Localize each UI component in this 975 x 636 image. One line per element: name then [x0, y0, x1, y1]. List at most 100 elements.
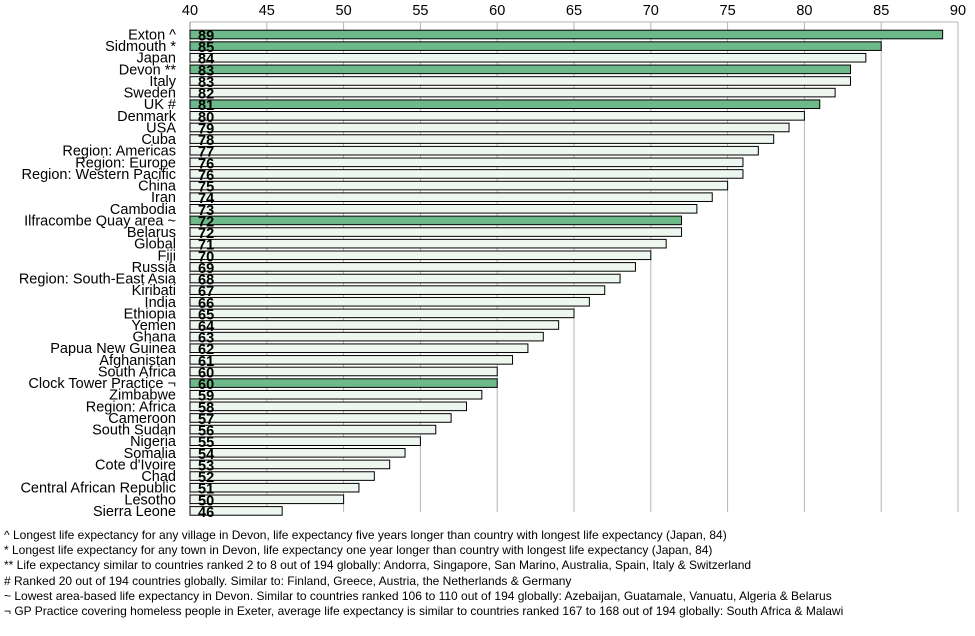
- bar: [189, 52, 867, 63]
- category-label: South Sudan: [92, 423, 176, 439]
- value-label: 64: [198, 319, 214, 335]
- value-label: 59: [198, 389, 214, 405]
- bar: [189, 134, 775, 144]
- value-label: 51: [198, 482, 214, 498]
- bar: [189, 308, 575, 319]
- bar: [189, 169, 744, 179]
- chart-canvas: 40 45 50 55 60 65 70 75 80 85 90 Exton ^ 89 Sidmouth …: [19, 3, 966, 521]
- bar: [189, 448, 406, 458]
- category-label: Yemen: [131, 318, 176, 334]
- bar: [189, 122, 790, 133]
- category-label: Afghanistan: [99, 353, 176, 369]
- bar: [189, 250, 652, 261]
- value-label: 74: [198, 191, 214, 207]
- bar: [189, 413, 452, 423]
- value-label: 79: [198, 121, 214, 137]
- value-label: 66: [198, 296, 214, 312]
- bar: [189, 331, 544, 342]
- footnote-devon: ** Life expectancy similar to countries …: [4, 558, 752, 573]
- value-label: 72: [198, 214, 214, 230]
- value-label: 67: [198, 284, 214, 300]
- footnote-ilfracombe: ~ Lowest area-based life expectancy in D…: [4, 588, 832, 603]
- category-label: Sidmouth *: [105, 39, 176, 55]
- bar: [189, 459, 391, 470]
- value-label: 76: [198, 168, 214, 184]
- x-tick-label: 60: [489, 3, 505, 19]
- category-label: Ghana: [132, 330, 176, 346]
- value-label: 62: [198, 342, 214, 358]
- category-label: Zimbabwe: [109, 388, 176, 404]
- x-tick-label: 55: [412, 3, 428, 19]
- bar: [189, 64, 851, 75]
- bar: [189, 389, 483, 400]
- value-label: 53: [198, 458, 214, 474]
- category-label: USA: [146, 120, 176, 136]
- category-label: Denmark: [117, 109, 177, 125]
- bar: [189, 285, 606, 295]
- bar: [189, 215, 683, 226]
- value-label: 68: [198, 273, 214, 289]
- value-label: 83: [198, 75, 214, 91]
- bar: [189, 355, 514, 365]
- bar: [189, 180, 729, 191]
- bar: [189, 273, 621, 284]
- category-label: Ethiopia: [124, 306, 177, 322]
- value-label: 60: [198, 365, 214, 381]
- value-label: 85: [198, 40, 214, 56]
- category-label: India: [145, 295, 177, 311]
- bar: [189, 76, 851, 86]
- value-label: 46: [198, 505, 214, 521]
- category-label: Region: South-East Asia: [19, 272, 177, 288]
- value-label: 73: [198, 203, 214, 219]
- category-label: Japan: [136, 51, 176, 67]
- category-label: Cambodia: [110, 202, 177, 218]
- bar: [189, 436, 421, 446]
- bar: [189, 471, 375, 481]
- value-label: 89: [198, 29, 214, 45]
- bar: [189, 192, 713, 202]
- category-label: Somalia: [124, 446, 177, 462]
- footnote-clock-tower: ¬ GP Practice covering homeless people i…: [4, 604, 844, 619]
- footnotes: ^ Longest life expectancy for any villag…: [4, 528, 972, 619]
- category-label: Cameroon: [108, 411, 176, 427]
- bar: [189, 343, 529, 354]
- value-label: 57: [198, 412, 214, 428]
- footnote-uk: # Ranked 20 out of 194 countries globall…: [4, 573, 572, 588]
- x-tick-label: 90: [950, 3, 966, 19]
- value-label: 63: [198, 331, 214, 347]
- value-label: 52: [198, 470, 214, 486]
- value-label: 69: [198, 261, 214, 277]
- category-label: Nigeria: [130, 434, 177, 450]
- x-tick-label: 85: [873, 3, 889, 19]
- value-label: 78: [198, 133, 214, 149]
- bar: [189, 99, 821, 110]
- x-tick-label: 50: [336, 3, 352, 19]
- bar: [189, 157, 744, 168]
- value-label: 80: [198, 110, 214, 126]
- category-label: Central African Republic: [20, 481, 176, 497]
- bar: [189, 366, 498, 377]
- value-label: 58: [198, 400, 214, 416]
- value-label: 50: [198, 493, 214, 509]
- category-label: Global: [134, 237, 176, 253]
- value-label: 54: [198, 447, 214, 463]
- value-label: 71: [198, 238, 214, 254]
- category-label: Kiribati: [132, 283, 176, 299]
- value-label: 72: [198, 226, 214, 242]
- category-label: Papua New Guinea: [50, 341, 177, 357]
- x-tick-label: 45: [259, 3, 275, 19]
- bar: [189, 296, 590, 307]
- category-label: Ilfracombe Quay area ~: [24, 213, 176, 229]
- value-label: 75: [198, 180, 214, 196]
- bar: [189, 494, 345, 505]
- value-label: 77: [198, 145, 214, 161]
- bar: [189, 424, 437, 435]
- life-expectancy-chart: 40 45 50 55 60 65 70 75 80 85 90 Exton ^ 89 Sidmouth …: [19, 3, 966, 521]
- x-tick-label: 40: [182, 3, 198, 19]
- bar: [189, 238, 667, 249]
- value-label: 84: [198, 52, 214, 68]
- value-label: 76: [198, 156, 214, 172]
- category-label: Cuba: [141, 132, 177, 148]
- bar: [189, 320, 560, 330]
- bar: [189, 29, 944, 40]
